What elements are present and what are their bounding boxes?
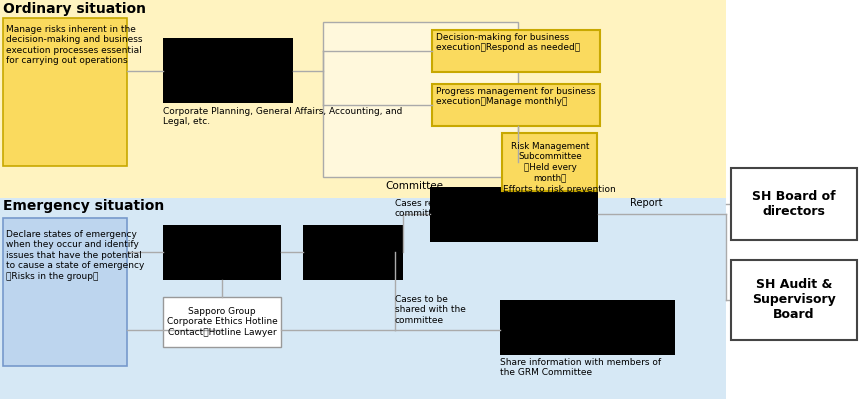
Text: Cases requiring a
committee: Cases requiring a committee bbox=[394, 199, 474, 218]
Bar bbox=[323, 22, 517, 177]
Text: Progress management for business
execution（Manage monthly）: Progress management for business executi… bbox=[436, 87, 595, 107]
Text: SH Board of
directors: SH Board of directors bbox=[752, 190, 835, 218]
Bar bbox=[163, 225, 281, 280]
Text: Decision-making for business
execution（Respond as needed）: Decision-making for business execution（R… bbox=[436, 33, 579, 52]
Bar bbox=[730, 168, 856, 240]
Text: Report: Report bbox=[629, 198, 662, 208]
Bar bbox=[303, 225, 403, 280]
Text: Committee: Committee bbox=[385, 181, 443, 191]
Bar bbox=[730, 260, 856, 340]
Text: Emergency situation: Emergency situation bbox=[3, 199, 164, 213]
Text: Efforts to risk prevention: Efforts to risk prevention bbox=[503, 185, 615, 194]
Bar bbox=[163, 297, 281, 347]
Text: Ordinary situation: Ordinary situation bbox=[3, 2, 146, 16]
Text: Cases to be
shared with the
committee: Cases to be shared with the committee bbox=[394, 295, 465, 325]
Text: SH Audit &
Supervisory
Board: SH Audit & Supervisory Board bbox=[752, 279, 835, 322]
Text: Share information with members of
the GRM Committee: Share information with members of the GR… bbox=[499, 358, 660, 377]
Text: Manage risks inherent in the
decision-making and business
execution processes es: Manage risks inherent in the decision-ma… bbox=[6, 25, 142, 65]
Bar bbox=[430, 187, 598, 242]
Bar bbox=[431, 84, 599, 126]
Bar bbox=[3, 18, 127, 166]
Bar bbox=[499, 300, 674, 355]
Text: Risk Management
Subcommittee
（Held every
month）: Risk Management Subcommittee （Held every… bbox=[511, 142, 589, 182]
Bar bbox=[0, 0, 725, 198]
Text: Sapporo Group
Corporate Ethics Hotline
Contact／Hotline Lawyer: Sapporo Group Corporate Ethics Hotline C… bbox=[166, 307, 277, 337]
Bar bbox=[0, 198, 725, 399]
Bar bbox=[3, 218, 127, 366]
Text: Corporate Planning, General Affairs, Accounting, and
Legal, etc.: Corporate Planning, General Affairs, Acc… bbox=[163, 107, 402, 126]
Bar bbox=[501, 133, 597, 191]
Text: Declare states of emergency
when they occur and identify
issues that have the po: Declare states of emergency when they oc… bbox=[6, 230, 144, 280]
Bar bbox=[163, 38, 293, 103]
Bar bbox=[431, 30, 599, 72]
